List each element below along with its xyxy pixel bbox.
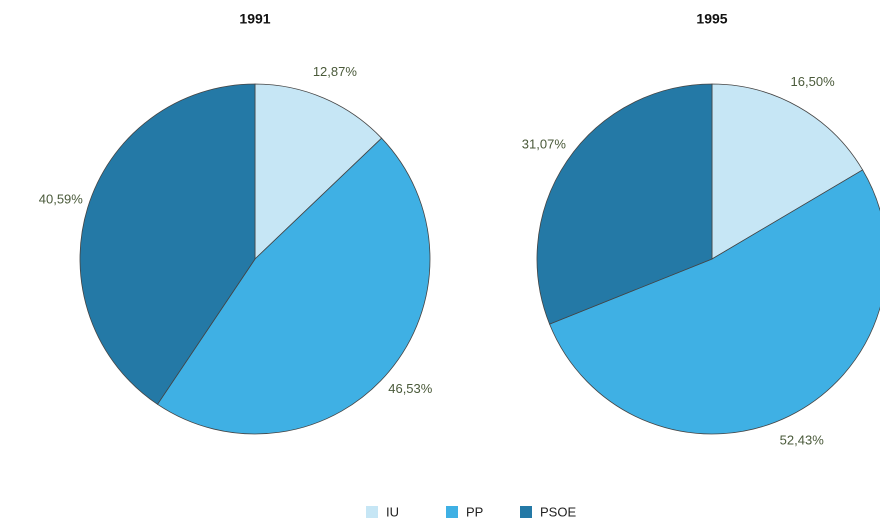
pie-slice xyxy=(549,169,880,435)
chart-title: 1995 xyxy=(696,11,727,27)
legend-swatch xyxy=(366,506,378,518)
pie-slice xyxy=(254,83,383,260)
chart-title: 1991 xyxy=(239,11,270,27)
pie-slice xyxy=(711,83,864,260)
legend-label: PSOE xyxy=(540,504,576,519)
pie-slice xyxy=(156,137,431,435)
legend-swatch xyxy=(520,506,532,518)
data-label: 52,43% xyxy=(780,433,825,448)
data-label: 31,07% xyxy=(522,137,567,152)
legend-swatch xyxy=(446,506,458,518)
legend-label: IU xyxy=(386,504,399,519)
data-label: 46,53% xyxy=(388,381,433,396)
data-label: 12,87% xyxy=(313,64,358,79)
data-label: 16,50% xyxy=(791,74,836,89)
pie-slice xyxy=(79,83,256,405)
pie-slice xyxy=(536,83,713,325)
legend-label: PP xyxy=(466,504,483,519)
data-label: 40,59% xyxy=(39,191,84,206)
